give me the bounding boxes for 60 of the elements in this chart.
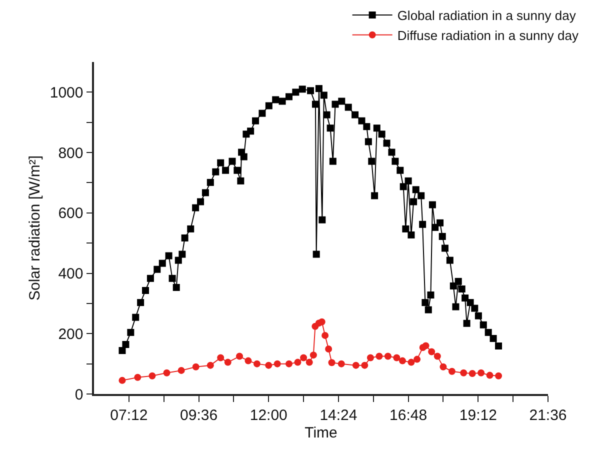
point — [148, 372, 156, 380]
x-tick-label: 07:12 — [110, 406, 148, 424]
point — [217, 354, 224, 362]
point — [224, 358, 232, 366]
point — [376, 352, 383, 360]
y-tick-label: 600 — [58, 205, 84, 222]
point — [352, 362, 360, 369]
y-tick-label: 0 — [74, 386, 84, 404]
y-axis-title: Solar radiation [W/m²] — [26, 155, 44, 301]
point — [440, 363, 447, 370]
point — [118, 376, 126, 384]
point — [306, 358, 313, 366]
point — [206, 362, 214, 369]
point — [460, 369, 468, 376]
x-axis-title: Time — [304, 424, 338, 442]
legend-label: Global radiation in a sunny day — [397, 8, 576, 24]
point — [163, 369, 170, 376]
point — [178, 366, 185, 374]
point — [310, 352, 317, 359]
y-tick-label: 800 — [58, 144, 84, 162]
point — [434, 352, 441, 360]
legend-label: Diffuse radiation in a sunny day — [397, 28, 579, 43]
point — [322, 332, 329, 339]
point — [384, 352, 392, 360]
point — [253, 360, 260, 368]
point — [338, 360, 345, 368]
point — [495, 372, 502, 380]
point — [294, 358, 302, 366]
x-tick-label: 09:36 — [180, 406, 218, 424]
x-tick-label: 16:48 — [390, 406, 428, 424]
x-tick-label: 19:12 — [459, 406, 497, 424]
point — [265, 362, 272, 369]
point — [318, 318, 326, 326]
point — [366, 354, 374, 362]
point — [300, 354, 308, 362]
point — [478, 369, 485, 376]
x-tick-label: 12:00 — [250, 406, 288, 424]
point — [393, 354, 400, 362]
y-tick-label: 200 — [58, 326, 84, 343]
point — [398, 357, 406, 364]
point — [414, 356, 421, 363]
x-tick-label: 21:36 — [529, 406, 567, 424]
x-tick-label: 14:24 — [320, 406, 358, 424]
point — [274, 360, 281, 368]
y-tick-label: 1000 — [50, 84, 84, 102]
point — [486, 372, 494, 379]
point — [134, 374, 142, 381]
point — [236, 352, 244, 360]
point — [244, 357, 252, 364]
point — [361, 362, 368, 369]
point — [328, 359, 336, 366]
point — [428, 348, 436, 356]
point — [468, 370, 476, 377]
point — [422, 342, 430, 350]
y-tick-label: 400 — [58, 266, 84, 283]
point — [325, 346, 332, 353]
point — [192, 363, 200, 370]
point — [285, 360, 292, 368]
point — [448, 368, 456, 375]
point — [408, 358, 415, 366]
